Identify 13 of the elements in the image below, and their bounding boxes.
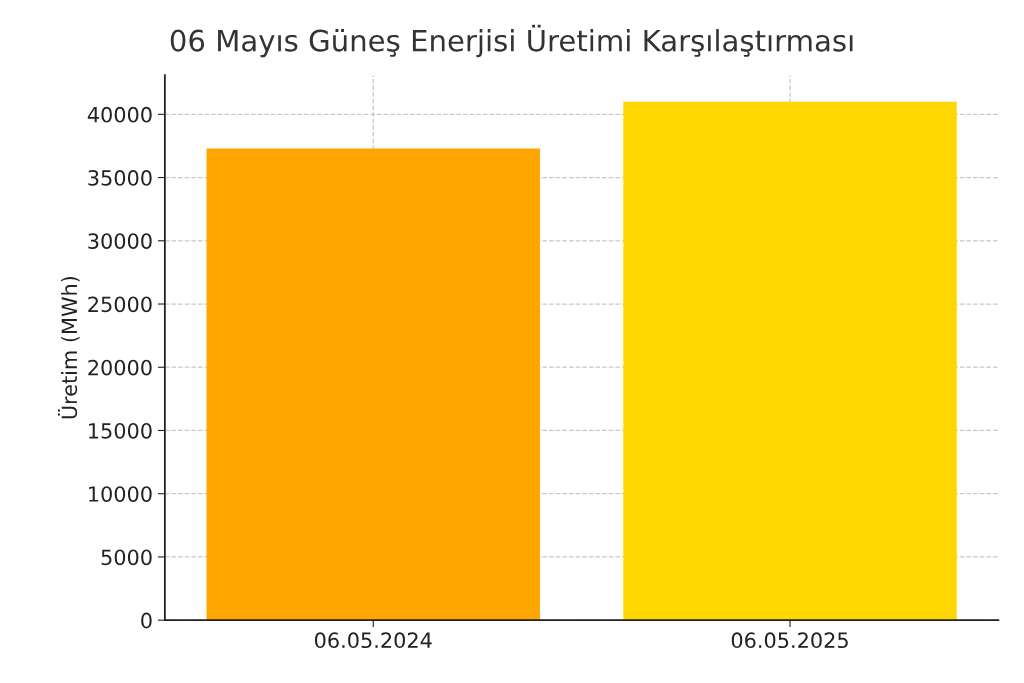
x-tick-label: 06.05.2024 xyxy=(314,632,432,649)
chart-title: 06 Mayıs Güneş Enerjisi Üretimi Karşılaştırması xyxy=(170,24,853,58)
x-tick-label: 06.05.2025 xyxy=(731,632,848,649)
y-tick-label: 10000 xyxy=(89,486,152,502)
y-axis-title: Üretim (MWh) xyxy=(57,276,80,419)
y-tick-label: 30000 xyxy=(88,233,152,249)
y-tick-label: 15000 xyxy=(89,422,152,439)
y-tick-label: 25000 xyxy=(88,296,152,313)
y-tick-label: 40000 xyxy=(87,106,152,123)
y-tick-label: 20000 xyxy=(88,359,152,376)
y-tick-label: 0 xyxy=(141,612,152,629)
y-tick-label: 35000 xyxy=(88,170,152,186)
y-tick-label: 5000 xyxy=(101,549,152,566)
